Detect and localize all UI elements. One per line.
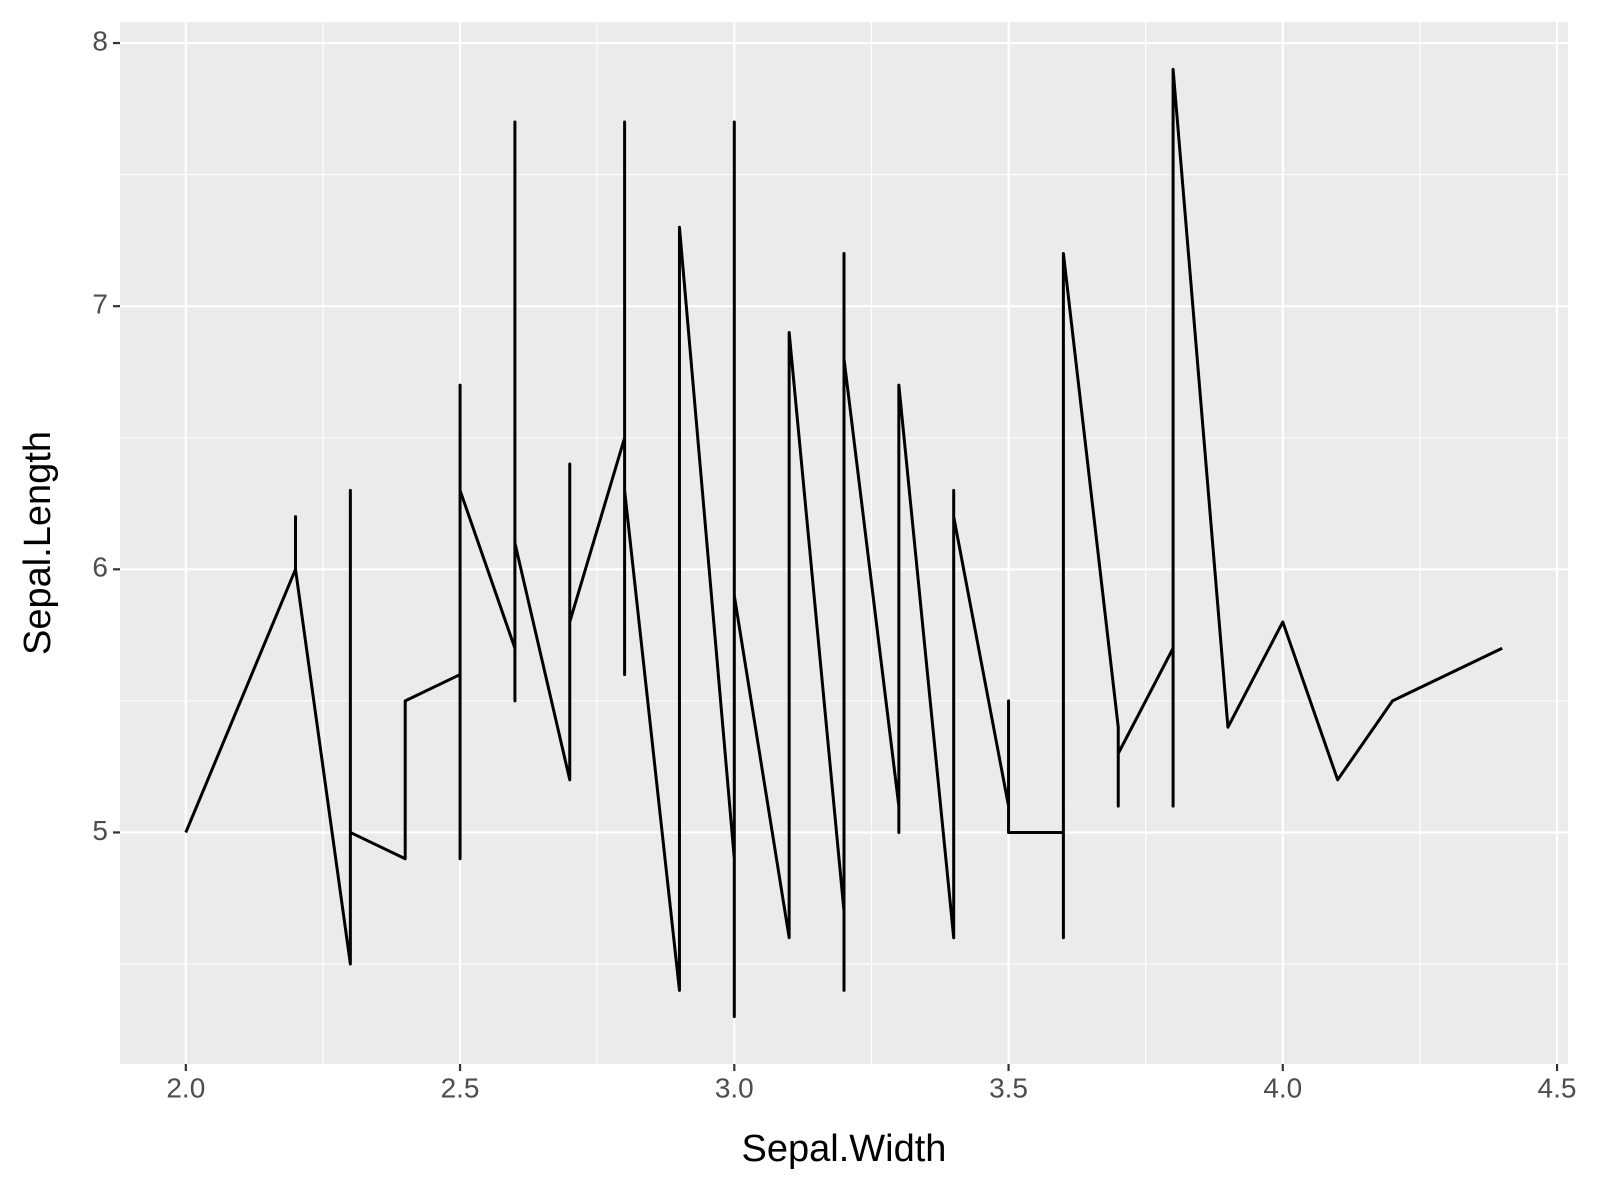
y-tick-label: 6: [92, 552, 108, 583]
x-tick-label: 4.5: [1538, 1072, 1577, 1103]
y-tick-label: 7: [92, 289, 108, 320]
x-tick-label: 2.0: [166, 1072, 205, 1103]
y-tick-label: 5: [92, 815, 108, 846]
x-tick-label: 3.5: [989, 1072, 1028, 1103]
y-axis-title: Sepal.Length: [17, 431, 59, 655]
x-tick-label: 4.0: [1263, 1072, 1302, 1103]
data-line: [184, 67, 1503, 1019]
x-axis-title: Sepal.Width: [742, 1128, 947, 1170]
x-tick-label: 3.0: [715, 1072, 754, 1103]
axes: 2.0 2.5 3.0 3.5 4.0 4.5 5 6 7 8: [92, 25, 1576, 1103]
x-tick-label: 2.5: [441, 1072, 480, 1103]
y-tick-label: 8: [92, 25, 108, 56]
marks: [184, 67, 1503, 1019]
